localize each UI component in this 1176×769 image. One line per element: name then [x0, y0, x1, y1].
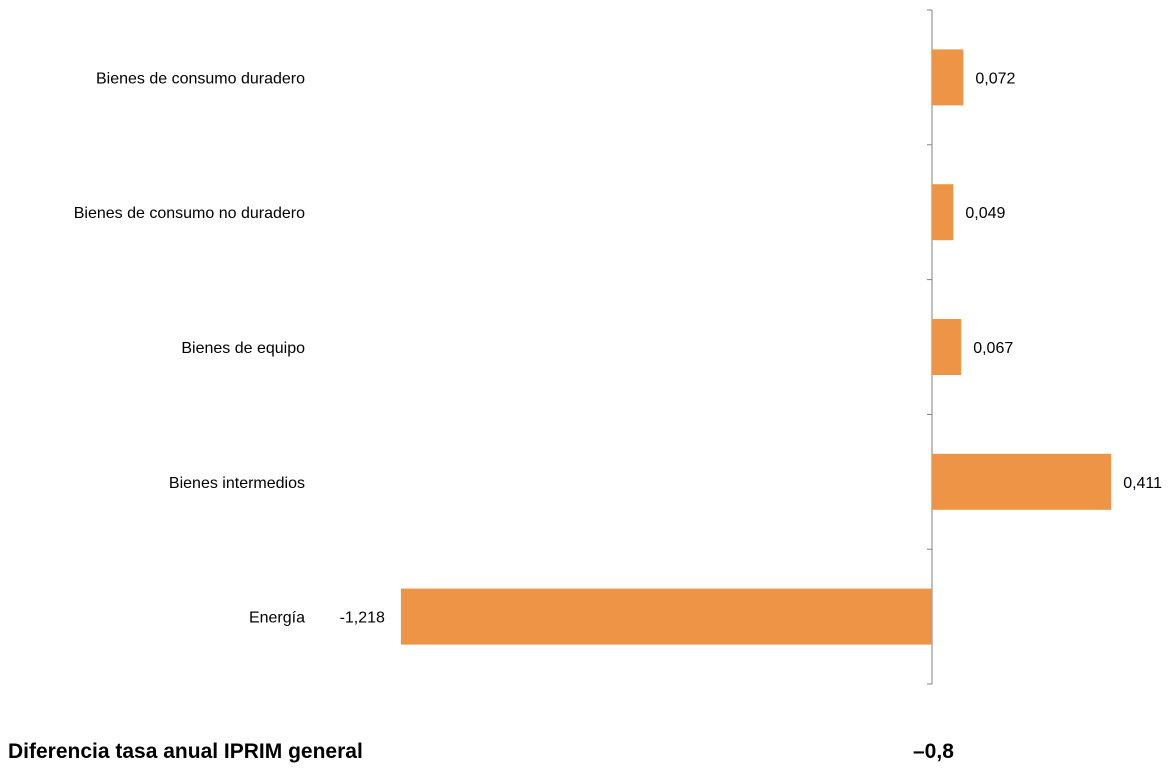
bar [932, 319, 962, 375]
data-label: -1,218 [340, 610, 385, 627]
category-label: Bienes de equipo [181, 340, 305, 357]
data-label: 0,049 [965, 205, 1005, 222]
bar [932, 184, 954, 241]
value-labels: 0,072 0,049 0,067 0,411 -1,218 [340, 70, 1163, 626]
category-label: Energía [249, 610, 305, 627]
category-label: Bienes de consumo duradero [96, 70, 305, 87]
category-labels: Bienes de consumo duradero Bienes de cons… [74, 70, 305, 626]
bars [400, 49, 1112, 645]
data-label: 0,072 [975, 70, 1015, 87]
footer-value: –0,8 [913, 740, 954, 763]
data-label: 0,411 [1123, 475, 1162, 492]
bar-chart: Bienes de consumo duradero Bienes de cons… [74, 9, 1163, 685]
axis-ticks [927, 9, 932, 685]
bar [400, 588, 932, 645]
bar [932, 453, 1112, 510]
category-label: Bienes intermedios [169, 475, 305, 492]
footer-label: Diferencia tasa anual IPRIM general [8, 740, 363, 763]
bar [932, 49, 964, 106]
category-label: Bienes de consumo no duradero [74, 205, 305, 222]
data-label: 0,067 [973, 340, 1013, 357]
